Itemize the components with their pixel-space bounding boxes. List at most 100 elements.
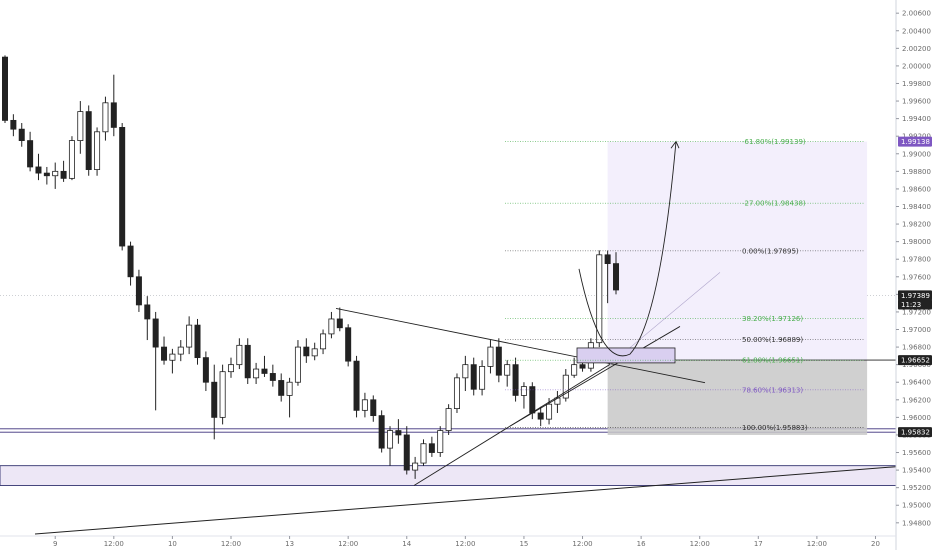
y-tick-label: 1.96000	[902, 414, 931, 422]
y-tick-label: 1.96400	[902, 379, 931, 387]
x-tick-label: 12:00	[572, 540, 592, 548]
candle	[437, 430, 444, 453]
candle	[236, 344, 243, 366]
candle	[77, 111, 84, 141]
x-tick-label: 12:00	[221, 540, 241, 548]
y-tick-label: 1.95600	[902, 449, 931, 457]
y-tick-label: 1.95200	[902, 484, 931, 492]
y-tick-label: 1.99600	[902, 98, 931, 106]
price-tag	[898, 427, 932, 438]
price-tag-label: 1.99138	[901, 138, 930, 146]
candle	[328, 318, 335, 335]
price-tag-label: 1.96652	[901, 357, 930, 365]
candle	[227, 364, 234, 373]
x-tick-label: 12:00	[338, 540, 358, 548]
drawing-layer	[34, 140, 897, 535]
y-tick-label: 1.96800	[902, 344, 931, 352]
y-tick-label: 1.99000	[902, 150, 931, 158]
x-tick-label: 20	[871, 540, 880, 548]
candle	[387, 430, 394, 449]
fib-level-label: 50.00%(1.96889)	[742, 336, 803, 344]
candle	[596, 254, 603, 344]
y-tick-label: 1.98400	[902, 203, 931, 211]
candle	[102, 102, 109, 133]
candle	[604, 254, 611, 265]
candle	[35, 166, 42, 174]
candle	[479, 366, 486, 390]
y-tick-label: 1.94800	[902, 519, 931, 527]
y-tick-label: 1.96200	[902, 396, 931, 404]
candle	[311, 348, 318, 357]
y-tick-label: 1.95400	[902, 467, 931, 475]
candle	[27, 140, 34, 168]
time-axis[interactable]: 9 12:00 10 12:00 13 12:00 14 12:00 15 12:00 16 12:0…	[0, 535, 896, 548]
candlestick-series	[2, 55, 620, 479]
channel-trendline	[509, 326, 681, 427]
candle	[2, 56, 8, 121]
candle	[18, 128, 25, 141]
candle	[186, 324, 193, 348]
y-tick-label: 1.97800	[902, 256, 931, 264]
candle	[378, 415, 385, 449]
candle	[353, 360, 360, 411]
x-tick-label: 13	[285, 540, 294, 548]
x-tick-label: 15	[519, 540, 528, 548]
candle	[85, 111, 92, 170]
price-tag	[898, 290, 932, 301]
candle	[420, 443, 427, 464]
fib-level-label: 100.00%(1.95883)	[742, 424, 808, 432]
candle	[504, 364, 511, 376]
candle	[127, 245, 134, 278]
candle	[495, 346, 502, 376]
fib-level-label: -61.80%(1.99139)	[742, 138, 806, 146]
candle	[336, 318, 343, 329]
fib-level-label: -27.00%(1.98438)	[742, 200, 806, 208]
candle	[261, 368, 268, 374]
y-tick-label: 1.98800	[902, 168, 931, 176]
candle	[428, 443, 435, 453]
candle	[529, 386, 536, 414]
candle	[244, 344, 251, 379]
price-tag	[898, 136, 932, 147]
candle	[211, 381, 218, 418]
fibonacci-levels: -61.80%(1.99139) -27.00%(1.98438) 0.00%(1.…	[505, 138, 865, 432]
y-tick-label: 1.98200	[902, 221, 931, 229]
y-tick-label: 1.99800	[902, 80, 931, 88]
x-tick-label: 9	[53, 540, 57, 548]
x-tick-label: 17	[754, 540, 763, 548]
candle	[445, 408, 452, 431]
fib-level-label: 61.80%(1.96651)	[742, 357, 803, 365]
candle	[320, 333, 327, 350]
candle	[395, 430, 402, 436]
price-axis[interactable]: 2.00600 2.00400 2.00200 2.00000 1.99800 1.996…	[895, 0, 931, 550]
stop-zone-box	[607, 360, 868, 435]
candle	[537, 412, 544, 420]
price-tag	[898, 299, 932, 310]
x-tick-label: 12:00	[807, 540, 827, 548]
fib-level-label: 38.20%(1.97126)	[742, 315, 803, 323]
candle	[579, 364, 586, 369]
price-tag-label: 1.95832	[901, 429, 930, 437]
candle	[370, 399, 377, 417]
candle	[94, 131, 101, 170]
candle	[487, 346, 494, 367]
candle	[269, 373, 276, 381]
price-tag-label: 1.97389	[901, 292, 930, 300]
candle	[294, 346, 301, 383]
x-tick-label: 12:00	[104, 540, 124, 548]
y-tick-label: 1.98600	[902, 185, 931, 193]
candle	[286, 381, 293, 396]
y-tick-label: 1.96600	[902, 361, 931, 369]
candle	[562, 374, 569, 399]
y-tick-label: 2.00000	[902, 62, 931, 70]
x-tick-label: 12:00	[455, 540, 475, 548]
candle	[361, 399, 368, 411]
projected-path	[578, 141, 677, 357]
long-trendline	[34, 466, 897, 535]
candle	[10, 119, 17, 130]
fib-level-label: 78.60%(1.96313)	[742, 386, 803, 394]
candle	[135, 276, 142, 306]
candle	[403, 434, 410, 471]
